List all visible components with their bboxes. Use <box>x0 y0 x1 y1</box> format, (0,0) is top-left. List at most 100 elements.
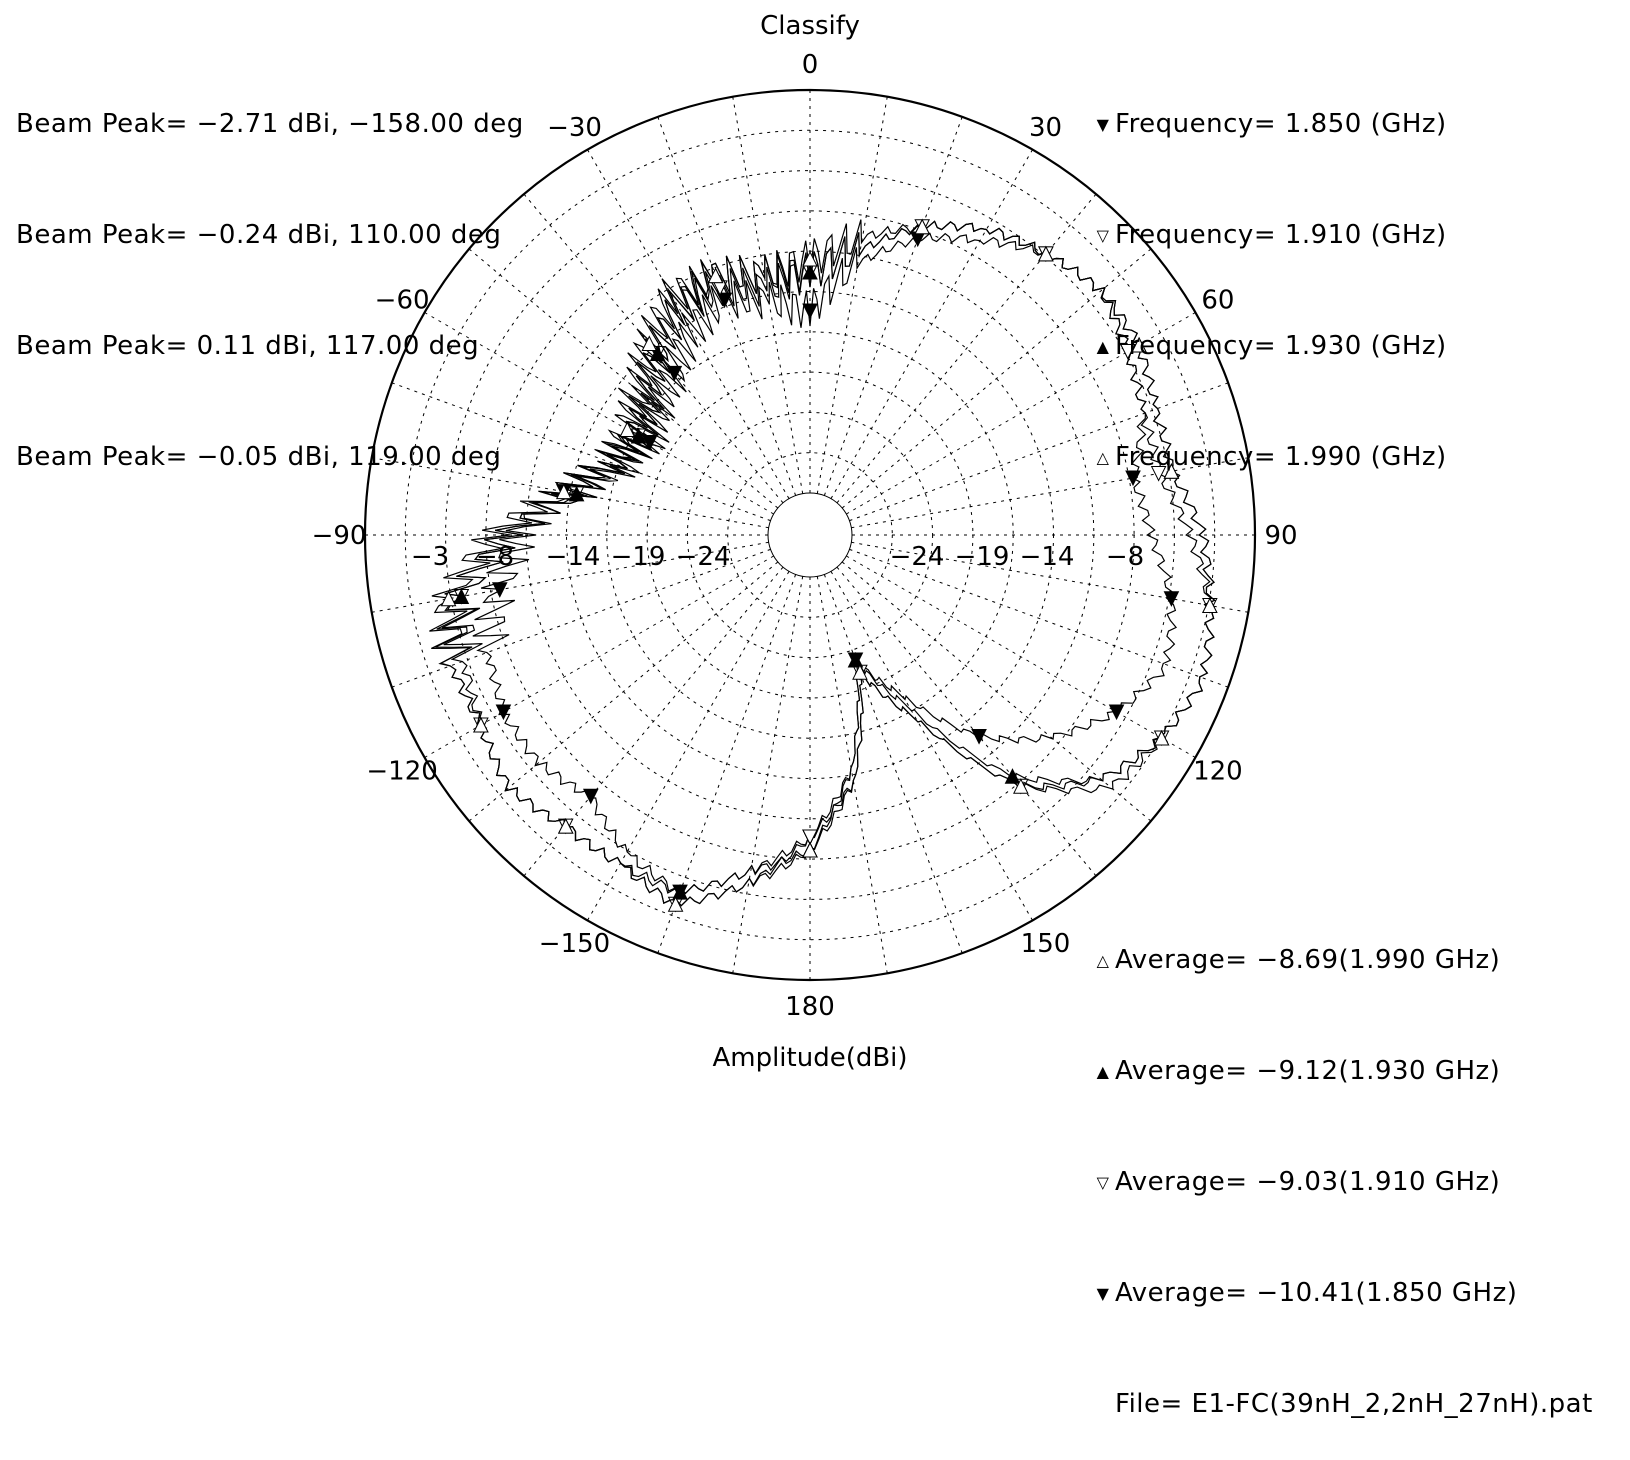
open-down-triangle-icon: ▽ <box>1096 226 1110 245</box>
angle-tick-label: 60 <box>1201 286 1234 316</box>
series-marker <box>491 582 508 598</box>
grid-spoke <box>371 541 769 613</box>
series-marker <box>440 590 457 607</box>
grid-spoke <box>823 116 963 496</box>
grid-spoke <box>424 312 774 515</box>
angle-tick-label: −120 <box>366 757 437 787</box>
average-label: Average= −8.69(1.990 GHz) <box>1115 945 1501 975</box>
series-marker <box>495 704 512 721</box>
grid-spoke <box>523 566 784 877</box>
radial-tick-label: −19 <box>955 542 1010 572</box>
series-marker <box>802 841 818 858</box>
legend-item: ▼ Frequency= 1.850 (GHz) <box>1095 106 1447 143</box>
series-marker <box>847 651 864 668</box>
angle-tick-label: −90 <box>312 521 367 551</box>
angle-tick-label: −30 <box>547 113 602 143</box>
beam-peak-panel: Beam Peak= −2.71 dBi, −158.00 deg Beam P… <box>16 32 524 513</box>
grid-spoke <box>657 116 797 496</box>
series-marker <box>1125 470 1141 487</box>
grid-spoke <box>468 248 779 509</box>
series-marker <box>641 335 658 351</box>
grid-spoke <box>468 561 779 822</box>
series-marker <box>667 896 684 912</box>
legend-label: Frequency= 1.910 (GHz) <box>1115 220 1447 250</box>
series-marker <box>802 250 818 267</box>
grid-spoke <box>836 566 1097 877</box>
series-marker <box>971 728 987 745</box>
grid-spoke <box>823 574 963 954</box>
series-layer <box>429 218 1218 913</box>
grid-spoke <box>830 149 1033 499</box>
angle-tick-label: 180 <box>785 992 835 1022</box>
beam-peak-line: Beam Peak= 0.11 dBi, 117.00 deg <box>16 331 480 361</box>
series-marker <box>1013 778 1029 794</box>
radial-tick-label: −24 <box>890 542 945 572</box>
grid-spoke <box>424 555 774 758</box>
series-marker <box>555 483 572 500</box>
series-marker <box>1163 591 1180 607</box>
series-marker <box>1150 466 1167 482</box>
average-item: ▽ Average= −9.03(1.910 GHz) <box>1095 1164 1593 1201</box>
legend-label: Frequency= 1.930 (GHz) <box>1115 331 1447 361</box>
legend-item: ▲ Frequency= 1.930 (GHz) <box>1095 328 1447 365</box>
grid-spoke <box>371 457 769 529</box>
grid-spoke <box>849 382 1229 522</box>
beam-peak-line: Beam Peak= −2.71 dBi, −158.00 deg <box>16 109 524 139</box>
grid-spoke <box>391 548 771 688</box>
grid-spoke <box>816 576 888 974</box>
grid-spoke <box>846 312 1196 515</box>
beam-peak-line: Beam Peak= −0.05 dBi, 119.00 deg <box>16 442 502 472</box>
filled-up-triangle-icon: ▲ <box>1096 337 1110 356</box>
grid-spoke <box>732 576 804 974</box>
grid-spoke <box>391 382 771 522</box>
radial-tick-label: −8 <box>1106 542 1144 572</box>
polar-chart: 0 30 60 90 120 150 180 −150 −120 −90 −60 −30 −3 −8 −8 −… <box>312 11 1298 1073</box>
series-marker <box>557 817 574 834</box>
average-item: ▼ Average= −10.41(1.850 GHz) <box>1095 1275 1593 1312</box>
angle-tick-label: 150 <box>1021 929 1071 959</box>
angle-tick-label: 0 <box>802 50 819 80</box>
series-marker <box>619 421 636 437</box>
grid-spoke <box>846 555 1196 758</box>
series-marker <box>1163 463 1180 479</box>
grid-spoke <box>830 571 1033 921</box>
open-up-triangle-icon: △ <box>1096 951 1110 970</box>
series-marker <box>802 303 818 320</box>
grid-spoke <box>657 574 797 954</box>
series-marker <box>666 365 683 382</box>
polar-grid <box>363 88 1257 982</box>
tick-labels: 0 30 60 90 120 150 180 −150 −120 −90 −60 −30 −3 −8 −8 −… <box>312 50 1298 1022</box>
grid-spoke <box>816 96 888 494</box>
series-marker <box>473 716 489 733</box>
average-label: Average= −10.41(1.850 GHz) <box>1115 1278 1518 1308</box>
angle-tick-label: 120 <box>1193 757 1243 787</box>
filled-down-triangle-icon: ▼ <box>1096 115 1110 134</box>
open-down-triangle-icon: ▽ <box>1096 1173 1110 1192</box>
legend-item: △ Frequency= 1.990 (GHz) <box>1095 439 1447 476</box>
frequency-legend: ▼ Frequency= 1.850 (GHz) ▽ Frequency= 1.… <box>1095 32 1447 513</box>
averages-panel: △ Average= −8.69(1.990 GHz) ▲ Average= −… <box>1095 868 1593 1460</box>
grid-spoke <box>587 571 790 921</box>
series-group <box>429 218 1218 912</box>
grid-spoke <box>851 541 1249 613</box>
beam-peak-line: Beam Peak= −0.24 dBi, 110.00 deg <box>16 220 502 250</box>
series-marker <box>716 292 733 309</box>
series-marker <box>1108 704 1125 721</box>
average-item: △ Average= −8.69(1.990 GHz) <box>1095 942 1593 979</box>
grid-spoke <box>851 457 1249 529</box>
grid-spoke <box>587 149 790 499</box>
average-item: ▲ Average= −9.12(1.930 GHz) <box>1095 1053 1593 1090</box>
grid-spoke <box>849 548 1229 688</box>
file-label: File= E1-FC(39nH_2,2nH_27nH).pat <box>1115 1389 1593 1419</box>
angle-tick-label: −150 <box>539 929 610 959</box>
chart-title: Classify <box>760 11 860 41</box>
radial-tick-label: −8 <box>476 542 514 572</box>
radial-tick-label: −3 <box>411 542 449 572</box>
filled-up-triangle-icon: ▲ <box>1096 1062 1110 1081</box>
radial-axis-label: Amplitude(dBi) <box>712 1043 907 1073</box>
series-marker <box>1202 597 1218 614</box>
legend-label: Frequency= 1.990 (GHz) <box>1115 442 1447 472</box>
angle-tick-label: −60 <box>375 286 430 316</box>
radial-tick-label: −19 <box>611 542 666 572</box>
center-hole <box>767 492 853 578</box>
